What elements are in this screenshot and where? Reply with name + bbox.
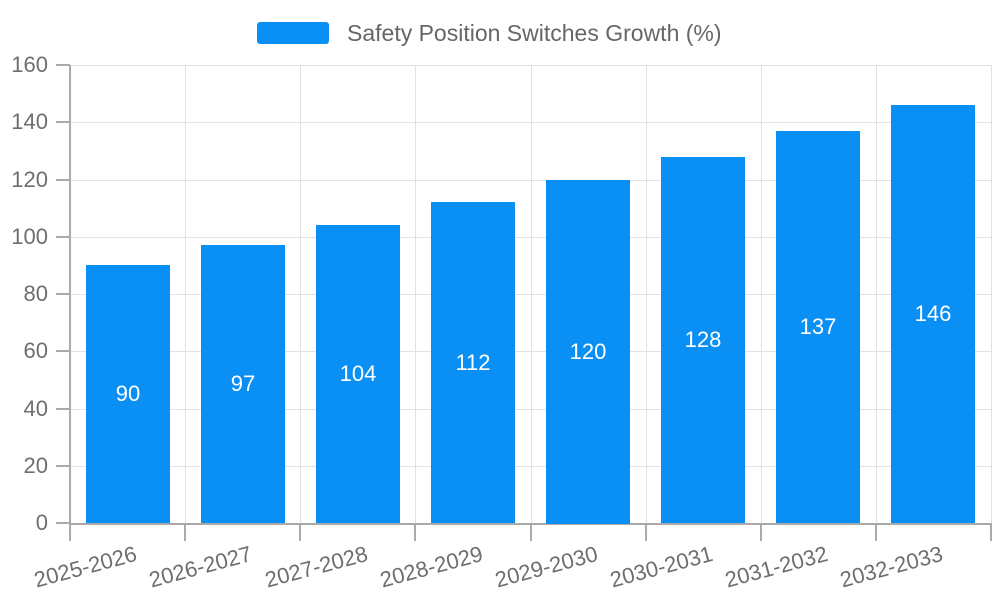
gridline-vertical	[876, 65, 877, 523]
x-axis-tick	[69, 523, 71, 541]
y-axis-tick	[56, 121, 70, 123]
bar[interactable]: 97	[201, 245, 285, 523]
x-axis-tick	[414, 523, 416, 541]
y-axis-tick	[56, 350, 70, 352]
x-axis-label: 2025-2026	[31, 541, 140, 593]
gridline-vertical	[761, 65, 762, 523]
legend-label: Safety Position Switches Growth (%)	[347, 20, 722, 46]
gridline-vertical	[185, 65, 186, 523]
y-axis-tick	[56, 522, 70, 524]
bar-value-label: 90	[115, 381, 141, 406]
bar-value-label: 128	[684, 327, 722, 352]
y-axis-label: 140	[11, 109, 48, 134]
y-axis-tick	[56, 179, 70, 181]
x-axis-tick	[760, 523, 762, 541]
bar-value-label: 97	[230, 371, 256, 396]
gridline-vertical	[646, 65, 647, 523]
y-axis-tick	[56, 293, 70, 295]
x-axis-tick	[875, 523, 877, 541]
bar[interactable]: 137	[776, 131, 860, 523]
y-axis-label: 160	[11, 52, 48, 77]
x-axis-label: 2032-2033	[837, 541, 946, 593]
x-axis-line	[69, 523, 992, 525]
y-axis-tick	[56, 465, 70, 467]
bar[interactable]: 104	[316, 225, 400, 523]
bar[interactable]: 128	[661, 157, 745, 523]
bar[interactable]: 146	[891, 105, 975, 523]
gridline-horizontal	[70, 351, 991, 352]
y-axis-label: 0	[35, 510, 48, 535]
bar-value-label: 137	[799, 314, 837, 339]
x-axis-label: 2029-2030	[492, 541, 601, 593]
x-axis-label: 2028-2029	[377, 541, 486, 593]
y-axis-label: 100	[11, 224, 48, 249]
x-axis-label: 2027-2028	[261, 541, 371, 593]
bar-value-label: 146	[914, 301, 952, 326]
y-axis-line	[69, 65, 71, 523]
y-axis-label: 60	[23, 338, 48, 363]
x-axis-tick	[645, 523, 647, 541]
y-axis-label: 120	[11, 167, 48, 192]
x-axis-tick	[990, 523, 992, 541]
bar-value-label: 104	[339, 361, 377, 386]
gridline-vertical	[531, 65, 532, 523]
gridline-horizontal	[70, 122, 991, 123]
y-axis-tick	[56, 408, 70, 410]
x-axis-label: 2026-2027	[146, 541, 255, 593]
gridline-horizontal	[70, 409, 991, 410]
y-axis-tick	[56, 64, 70, 66]
y-axis-label: 40	[23, 396, 48, 421]
bar[interactable]: 90	[86, 265, 170, 523]
legend-swatch	[257, 22, 329, 44]
x-axis-tick	[299, 523, 301, 541]
bar-value-label: 112	[455, 349, 491, 375]
bar-value-label: 120	[569, 339, 607, 364]
y-axis-tick	[56, 236, 70, 238]
y-axis-label: 80	[23, 281, 48, 306]
gridline-horizontal	[70, 294, 991, 295]
y-axis-label: 20	[23, 453, 48, 478]
gridline-vertical	[991, 65, 992, 523]
gridline-vertical	[415, 65, 416, 523]
legend-item[interactable]: Safety Position Switches Growth (%)	[257, 20, 722, 46]
gridline-vertical	[300, 65, 301, 523]
gridline-horizontal	[70, 466, 991, 467]
x-axis-label: 2031-2032	[722, 541, 831, 593]
gridline-horizontal	[70, 65, 991, 66]
bar[interactable]: 120	[546, 180, 630, 524]
bar[interactable]: 112	[431, 202, 515, 523]
x-axis-tick	[530, 523, 532, 541]
gridline-horizontal	[70, 237, 991, 238]
gridline-horizontal	[70, 180, 991, 181]
x-axis-tick	[184, 523, 186, 541]
x-axis-label: 2030-2031	[607, 541, 716, 593]
